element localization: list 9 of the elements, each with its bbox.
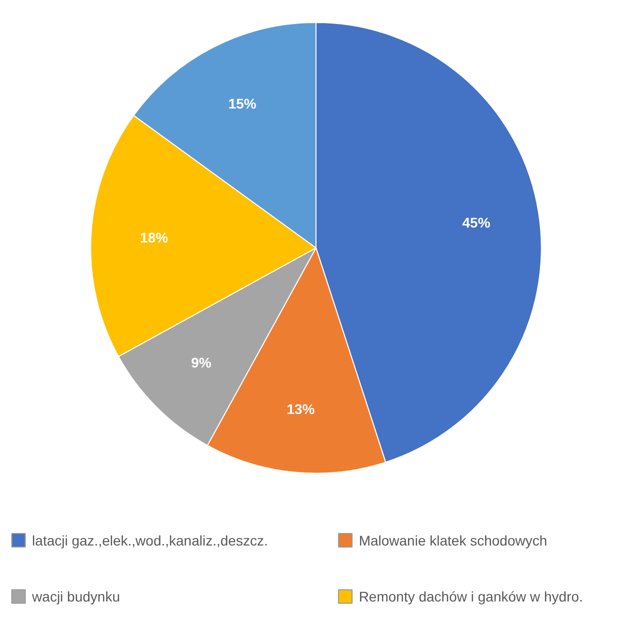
- data-label: 13%: [286, 401, 316, 418]
- legend-label: Malowanie klatek schodowych: [358, 532, 548, 548]
- data-label: 18%: [140, 230, 169, 246]
- legend-label: wacji budynku: [31, 588, 120, 605]
- data-label: 15%: [228, 96, 257, 112]
- data-label: 9%: [191, 354, 212, 370]
- data-label: 45%: [462, 214, 491, 231]
- legend-label: latacji gaz.,elek.,wod.,kanaliz.,deszcz.: [32, 532, 268, 548]
- legend-label: Remonty dachów i ganków w hydro.: [358, 588, 583, 605]
